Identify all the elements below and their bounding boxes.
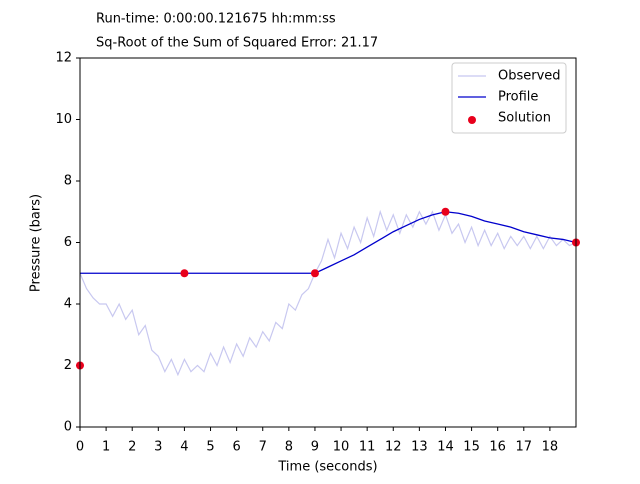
y-tick-label: 8 xyxy=(64,174,72,189)
x-tick-label: 14 xyxy=(437,440,454,455)
x-tick-label: 10 xyxy=(333,440,350,455)
line xyxy=(80,211,576,274)
x-tick-label: 5 xyxy=(206,440,214,455)
x-tick-label: 15 xyxy=(463,440,480,455)
legend-label: Profile xyxy=(498,90,538,105)
legend-label: Observed xyxy=(498,69,561,84)
x-tick-label: 0 xyxy=(76,440,84,455)
legend-box xyxy=(451,62,567,134)
x-tick-label: 4 xyxy=(180,440,188,455)
y-tick-label: 2 xyxy=(64,358,72,373)
x-tick-label: 9 xyxy=(311,440,319,455)
legend-label: Solution xyxy=(498,111,551,126)
x-tick-label: 3 xyxy=(154,440,162,455)
x-tick-label: 17 xyxy=(516,440,533,455)
y-tick-label: 0 xyxy=(64,420,72,435)
chart-title: Run-time: 0:00:00.121675 hh:mm:ss xyxy=(96,12,336,27)
plot-frame xyxy=(79,57,577,428)
y-tick-label: 4 xyxy=(64,297,72,312)
y-tick-label: 10 xyxy=(55,112,72,127)
x-tick-label: 12 xyxy=(385,440,402,455)
point xyxy=(441,207,450,216)
x-tick-label: 16 xyxy=(489,440,506,455)
x-tick-label: 7 xyxy=(259,440,267,455)
x-axis-label: Time (seconds) xyxy=(277,460,377,475)
line xyxy=(80,209,576,377)
y-axis-label: Pressure (bars) xyxy=(29,194,44,292)
legend-marker xyxy=(468,116,476,124)
point xyxy=(180,269,189,278)
y-tick-label: 12 xyxy=(55,51,72,66)
x-tick-label: 11 xyxy=(359,440,376,455)
x-tick-label: 18 xyxy=(542,440,559,455)
point xyxy=(310,269,319,278)
x-tick-label: 6 xyxy=(232,440,240,455)
y-tick-label: 6 xyxy=(64,235,72,250)
x-tick-label: 13 xyxy=(411,440,428,455)
x-tick-label: 2 xyxy=(128,440,136,455)
x-tick-label: 8 xyxy=(285,440,293,455)
chart-subtitle: Sq-Root of the Sum of Squared Error: 21.… xyxy=(96,36,378,51)
x-tick-label: 1 xyxy=(102,440,110,455)
